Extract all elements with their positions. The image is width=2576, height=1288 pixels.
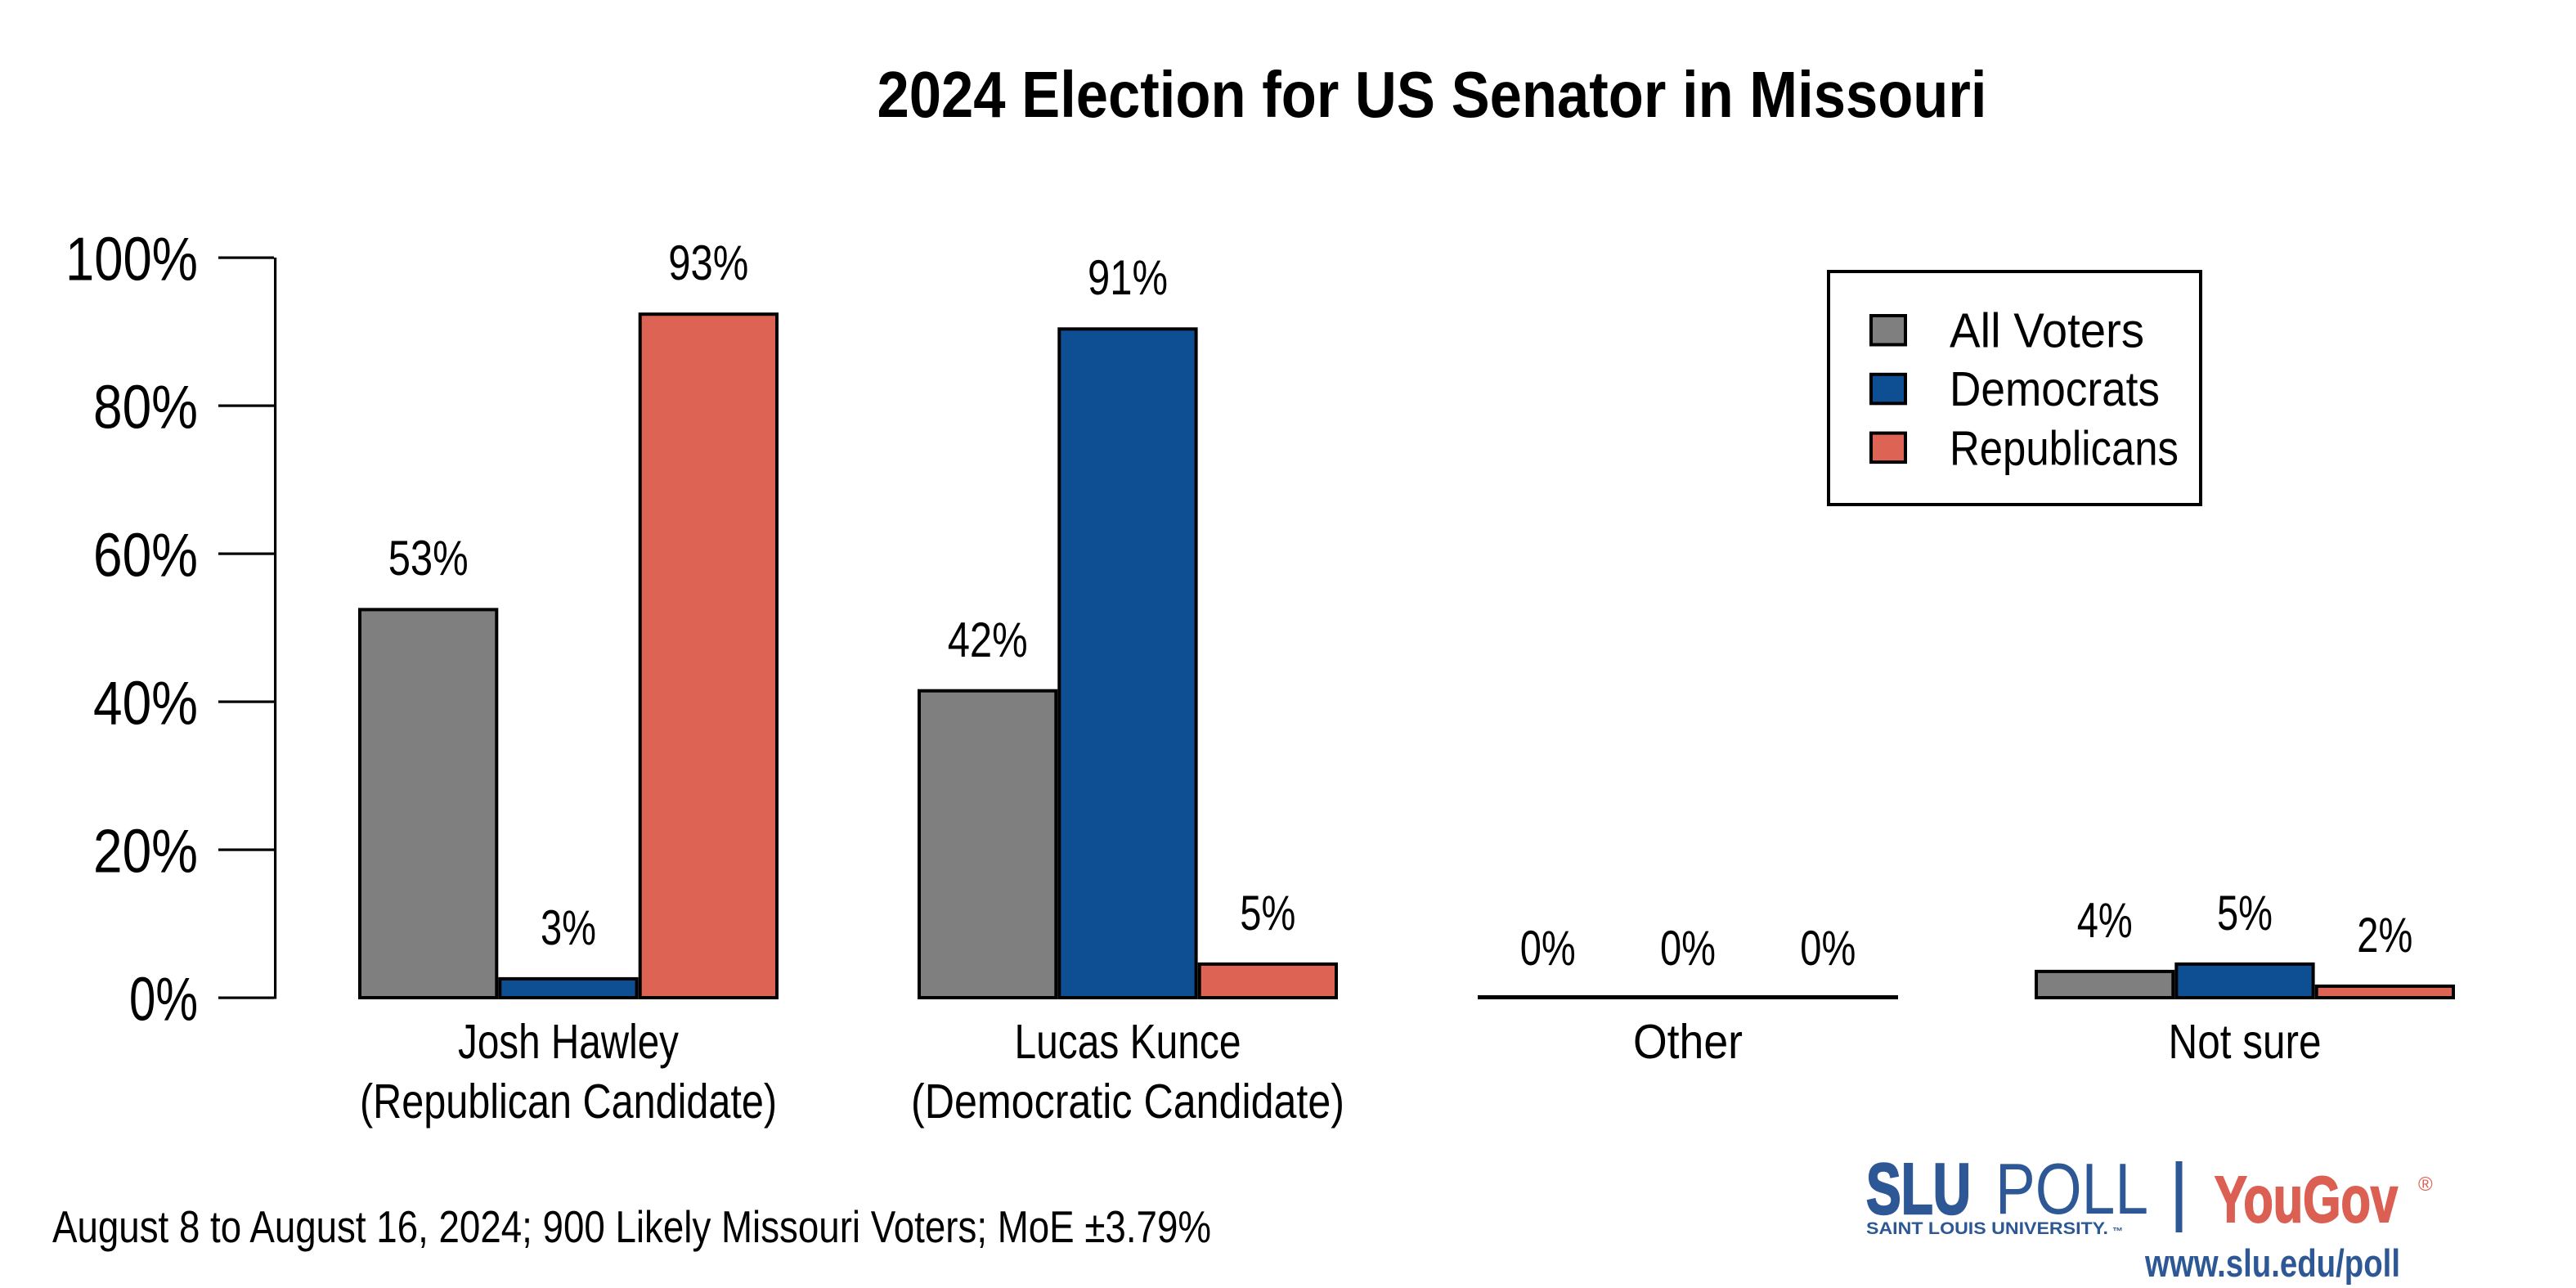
svg-text:Lucas Kunce: Lucas Kunce [1015, 1015, 1241, 1069]
svg-text:0%: 0% [1520, 921, 1576, 976]
svg-text:42%: 42% [948, 613, 1028, 667]
svg-text:Democrats: Democrats [1950, 362, 2160, 416]
svg-text:0%: 0% [1800, 921, 1856, 976]
svg-text:2024 Election for US Senator i: 2024 Election for US Senator in Missouri [877, 58, 1987, 131]
svg-text:60%: 60% [93, 521, 198, 590]
svg-text:www.slu.edu/poll: www.slu.edu/poll [2144, 1241, 2400, 1285]
svg-text:93%: 93% [668, 236, 748, 290]
svg-text:Other: Other [1633, 1015, 1743, 1069]
svg-text:100%: 100% [65, 225, 198, 294]
svg-text:Josh Hawley: Josh Hawley [458, 1015, 679, 1069]
svg-text:(Democratic Candidate): (Democratic Candidate) [911, 1075, 1344, 1129]
svg-text:5%: 5% [1240, 886, 1295, 940]
svg-text:0%: 0% [1660, 921, 1716, 976]
svg-text:53%: 53% [388, 531, 469, 586]
svg-text:August 8 to August 16, 2024; 9: August 8 to August 16, 2024; 900 Likely … [52, 1201, 1211, 1252]
svg-text:5%: 5% [2217, 886, 2273, 940]
svg-text:3%: 3% [541, 900, 596, 955]
svg-text:4%: 4% [2077, 893, 2133, 948]
svg-text:20%: 20% [93, 817, 198, 886]
svg-text:2%: 2% [2357, 908, 2412, 963]
svg-text:(Republican Candidate): (Republican Candidate) [360, 1075, 777, 1129]
svg-text:Not sure: Not sure [2169, 1015, 2322, 1069]
svg-text:®: ® [2418, 1174, 2433, 1196]
svg-text:40%: 40% [93, 669, 198, 738]
svg-text:SAINT LOUIS UNIVERSITY.: SAINT LOUIS UNIVERSITY. [1866, 1219, 2108, 1238]
svg-text:Republicans: Republicans [1950, 422, 2179, 476]
svg-text:™: ™ [2112, 1225, 2123, 1237]
svg-text:91%: 91% [1088, 250, 1168, 305]
svg-text:All Voters: All Voters [1950, 304, 2144, 358]
svg-text:80%: 80% [93, 373, 198, 442]
svg-text:YouGov: YouGov [2215, 1163, 2398, 1236]
svg-text:POLL: POLL [1995, 1148, 2148, 1229]
svg-text:SLU: SLU [1866, 1148, 1971, 1229]
svg-text:0%: 0% [129, 965, 198, 1034]
